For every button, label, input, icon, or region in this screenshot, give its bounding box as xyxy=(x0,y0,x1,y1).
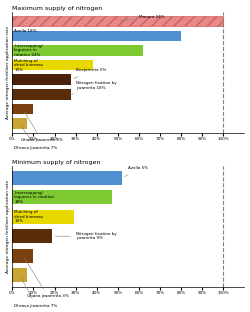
Text: Beejamrita 0%: Beejamrita 0% xyxy=(74,68,106,79)
Bar xyxy=(12,229,52,243)
Bar xyxy=(12,268,27,282)
Text: Nitrogen fixation by
jiwamrita 18%: Nitrogen fixation by jiwamrita 18% xyxy=(72,81,117,95)
Text: Intercropping/
legumes in
rotation 24%: Intercropping/ legumes in rotation 24% xyxy=(14,44,43,57)
Text: Dhrava jiwamrita 7%: Dhrava jiwamrita 7% xyxy=(14,277,58,308)
Text: Azolla 5%: Azolla 5% xyxy=(124,166,148,177)
Y-axis label: Average nitrogen fertilizer application rate: Average nitrogen fertilizer application … xyxy=(6,180,10,273)
Text: Ghana jiwamrita 3%: Ghana jiwamrita 3% xyxy=(24,258,69,298)
Text: Manure 24%: Manure 24% xyxy=(120,15,164,21)
Text: Intercropping/
legumes in rotation
18%: Intercropping/ legumes in rotation 18% xyxy=(14,191,54,204)
Text: Ghana jiwamrita 3%: Ghana jiwamrita 3% xyxy=(21,111,62,142)
Bar xyxy=(12,75,72,85)
Y-axis label: Average nitrogen fertilizer application rate: Average nitrogen fertilizer application … xyxy=(6,26,10,119)
Text: Azolla 18%: Azolla 18% xyxy=(14,29,37,33)
Bar xyxy=(12,31,181,41)
Bar xyxy=(12,190,112,204)
Bar xyxy=(12,16,223,27)
Bar xyxy=(12,104,34,115)
Text: Minimum supply of nitrogen: Minimum supply of nitrogen xyxy=(12,160,101,165)
Text: Mulching of
dried biomass
10%: Mulching of dried biomass 10% xyxy=(14,59,44,72)
Text: Nitrogen fixation by
jiwamrita 9%: Nitrogen fixation by jiwamrita 9% xyxy=(55,232,116,241)
Bar xyxy=(12,119,27,129)
Text: Maximum supply of nitrogen: Maximum supply of nitrogen xyxy=(12,6,102,11)
Bar xyxy=(12,210,74,224)
Text: Dhrava jiwamrita 7%: Dhrava jiwamrita 7% xyxy=(14,126,58,150)
Text: Mulching of
dried biomass
10%: Mulching of dried biomass 10% xyxy=(14,210,44,223)
Bar xyxy=(12,89,72,100)
Bar xyxy=(12,249,34,263)
Bar xyxy=(12,171,122,185)
Bar xyxy=(12,45,143,56)
Bar xyxy=(12,60,92,71)
